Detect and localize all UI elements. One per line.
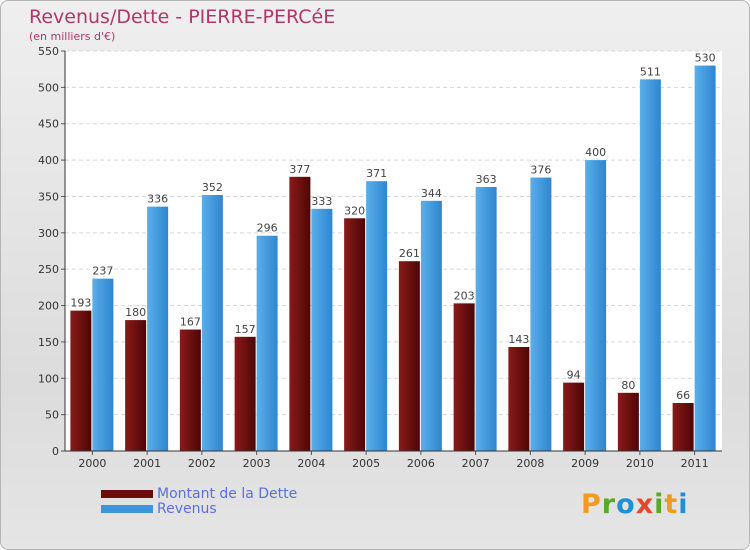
data-label-revenus: 530 bbox=[695, 52, 716, 65]
bar-dette bbox=[563, 382, 585, 451]
logo-letter: r bbox=[601, 489, 617, 520]
bar-dette bbox=[508, 347, 530, 451]
y-tick-label: 100 bbox=[38, 372, 59, 385]
bar-revenus bbox=[147, 206, 169, 451]
data-label-dette: 203 bbox=[454, 289, 475, 302]
bar-revenus bbox=[585, 160, 607, 451]
data-label-dette: 320 bbox=[344, 204, 365, 217]
proxiti-logo: Proxiti bbox=[581, 489, 689, 520]
x-tick-label: 2002 bbox=[188, 457, 216, 470]
x-tick-label: 2011 bbox=[681, 457, 709, 470]
data-label-dette: 377 bbox=[289, 163, 310, 176]
data-label-revenus: 237 bbox=[92, 265, 113, 278]
logo-letter: o bbox=[616, 489, 636, 520]
x-tick-label: 2007 bbox=[462, 457, 490, 470]
bar-revenus bbox=[201, 195, 223, 451]
bar-revenus bbox=[256, 235, 278, 451]
x-tick-label: 2004 bbox=[297, 457, 325, 470]
bar-revenus bbox=[92, 278, 114, 451]
bar-dette bbox=[672, 403, 694, 451]
data-label-dette: 66 bbox=[676, 389, 690, 402]
data-label-dette: 94 bbox=[567, 369, 581, 382]
legend-swatch-revenus bbox=[101, 505, 153, 513]
y-tick-label: 500 bbox=[38, 81, 59, 94]
bar-revenus bbox=[530, 177, 552, 451]
bar-dette bbox=[453, 303, 475, 451]
data-label-dette: 157 bbox=[235, 323, 256, 336]
data-label-revenus: 371 bbox=[366, 167, 387, 180]
legend-label-revenus: Revenus bbox=[157, 501, 217, 517]
x-tick-label: 2006 bbox=[407, 457, 435, 470]
y-tick-label: 450 bbox=[38, 118, 59, 131]
logo-letter: i bbox=[678, 489, 689, 520]
bar-dette bbox=[398, 261, 420, 451]
logo-letter: P bbox=[581, 489, 602, 520]
x-tick-label: 2010 bbox=[626, 457, 654, 470]
data-label-dette: 167 bbox=[180, 316, 201, 329]
x-tick-label: 2005 bbox=[352, 457, 380, 470]
data-label-revenus: 344 bbox=[421, 187, 442, 200]
logo-letter: i bbox=[654, 489, 665, 520]
y-tick-label: 400 bbox=[38, 154, 59, 167]
y-tick-label: 300 bbox=[38, 227, 59, 240]
data-label-revenus: 511 bbox=[640, 65, 661, 78]
bar-revenus bbox=[366, 181, 388, 451]
data-label-revenus: 376 bbox=[530, 164, 551, 177]
bar-dette bbox=[617, 392, 639, 451]
y-tick-label: 0 bbox=[52, 445, 59, 458]
data-label-revenus: 400 bbox=[585, 146, 606, 159]
data-label-revenus: 296 bbox=[257, 222, 278, 235]
bar-revenus bbox=[420, 200, 442, 451]
logo-letter: x bbox=[635, 489, 655, 520]
legend-label-dette: Montant de la Dette bbox=[157, 486, 298, 502]
bar-dette bbox=[344, 218, 366, 451]
y-tick-label: 50 bbox=[45, 409, 59, 422]
x-tick-label: 2001 bbox=[133, 457, 161, 470]
y-tick-label: 350 bbox=[38, 190, 59, 203]
data-label-dette: 143 bbox=[508, 333, 529, 346]
plot-area bbox=[65, 51, 722, 451]
bar-revenus bbox=[639, 79, 661, 451]
chart-title: Revenus/Dette - PIERRE-PERCéE bbox=[29, 6, 336, 28]
data-label-revenus: 333 bbox=[311, 195, 332, 208]
data-label-dette: 261 bbox=[399, 247, 420, 260]
y-tick-label: 550 bbox=[38, 45, 59, 58]
bar-revenus bbox=[694, 65, 716, 451]
data-label-revenus: 352 bbox=[202, 181, 223, 194]
chart-subtitle: (en milliers d'€) bbox=[29, 30, 116, 43]
x-tick-label: 2003 bbox=[243, 457, 271, 470]
data-label-dette: 80 bbox=[621, 379, 635, 392]
legend-swatch-dette bbox=[101, 490, 153, 498]
bar-revenus bbox=[475, 187, 497, 451]
bar-dette bbox=[289, 176, 311, 451]
data-label-dette: 193 bbox=[70, 297, 91, 310]
data-label-revenus: 363 bbox=[476, 173, 497, 186]
x-tick-label: 2009 bbox=[571, 457, 599, 470]
bar-revenus bbox=[311, 208, 333, 451]
bar-dette bbox=[179, 329, 201, 451]
bar-dette bbox=[125, 320, 147, 451]
y-tick-label: 200 bbox=[38, 300, 59, 313]
bar-dette bbox=[70, 310, 92, 451]
bar-dette bbox=[234, 336, 256, 451]
x-tick-label: 2000 bbox=[78, 457, 106, 470]
y-tick-label: 150 bbox=[38, 336, 59, 349]
logo-letter: t bbox=[664, 489, 679, 520]
x-tick-label: 2008 bbox=[516, 457, 544, 470]
y-tick-label: 250 bbox=[38, 263, 59, 276]
data-label-dette: 180 bbox=[125, 306, 146, 319]
data-label-revenus: 336 bbox=[147, 193, 168, 206]
